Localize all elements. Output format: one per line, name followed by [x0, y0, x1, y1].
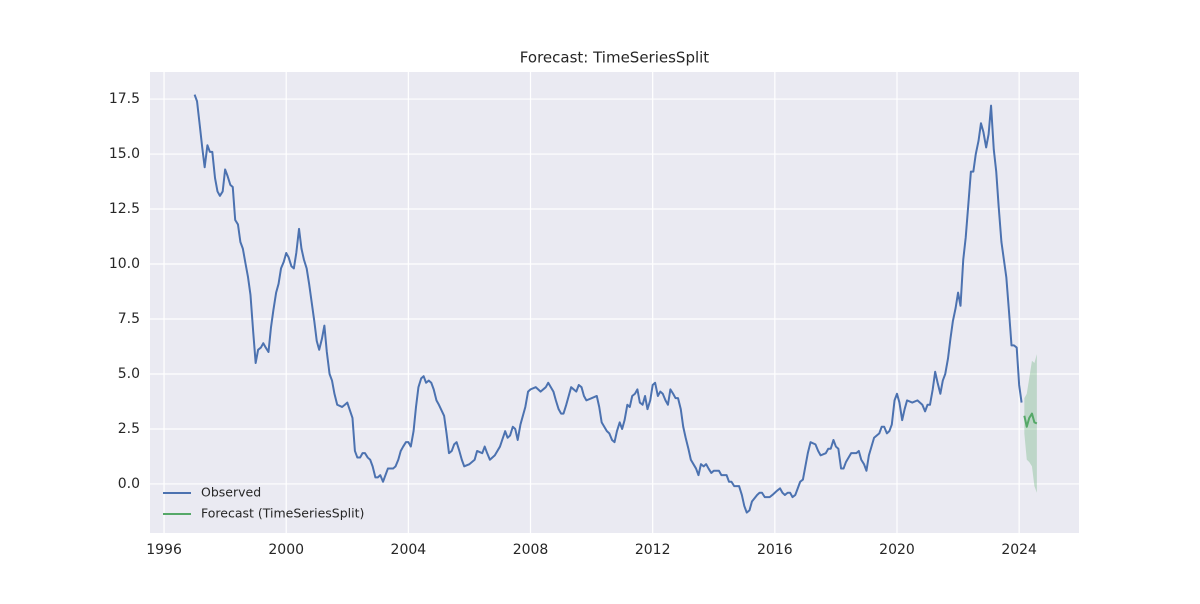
y-tick-label: 5.0 — [118, 366, 140, 382]
y-tick-label: 7.5 — [118, 311, 140, 327]
chart-title: Forecast: TimeSeriesSplit — [520, 49, 710, 67]
series-line — [1023, 412, 1038, 428]
x-tick-label: 2020 — [879, 542, 915, 558]
x-tick-label: 2008 — [513, 542, 549, 558]
x-tick-label: 1996 — [146, 542, 182, 558]
x-tick-label: 2024 — [1001, 542, 1037, 558]
y-tick-label: 17.5 — [109, 91, 140, 107]
legend-label: Forecast (TimeSeriesSplit) — [201, 506, 364, 521]
x-tick-label: 2016 — [757, 542, 793, 558]
x-tick-label: 2004 — [391, 542, 427, 558]
y-tick-label: 2.5 — [118, 421, 140, 437]
series-line — [193, 94, 1023, 514]
y-tick-label: 0.0 — [118, 476, 140, 492]
y-tick-label: 10.0 — [109, 256, 140, 272]
plot-background — [150, 72, 1079, 533]
x-tick-label: 2000 — [268, 542, 304, 558]
y-tick-label: 12.5 — [109, 201, 140, 217]
x-tick-label: 2012 — [635, 542, 671, 558]
confidence-band — [1024, 354, 1037, 493]
y-tick-label: 15.0 — [109, 146, 140, 162]
legend-label: Observed — [201, 485, 261, 500]
